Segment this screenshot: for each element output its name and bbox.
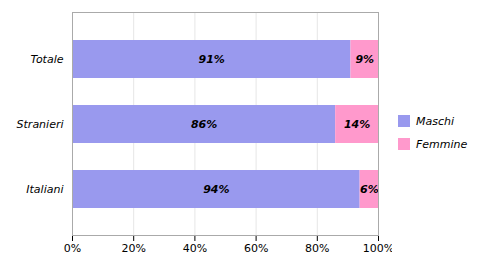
svg-text:Totale: Totale: [31, 53, 64, 66]
svg-text:0%: 0%: [64, 242, 81, 255]
svg-text:60%: 60%: [244, 242, 268, 255]
svg-text:100%: 100%: [363, 242, 392, 255]
html-text:Maschi: Maschi: [416, 114, 454, 128]
svg-text:94%: 94%: [203, 183, 229, 196]
svg-text:Stranieri: Stranieri: [17, 118, 64, 131]
svg-text:80%: 80%: [305, 242, 329, 255]
html-text:Femmine: Femmine: [416, 137, 468, 151]
svg-text:86%: 86%: [191, 118, 217, 131]
svg-text:14%: 14%: [344, 118, 370, 131]
svg-text:20%: 20%: [121, 242, 145, 255]
svg-text:Italiani: Italiani: [26, 183, 63, 196]
svg-text:40%: 40%: [183, 242, 207, 255]
svg-text:6%: 6%: [360, 183, 379, 196]
svg-text:91%: 91%: [199, 53, 225, 66]
svg-text:9%: 9%: [355, 53, 374, 66]
